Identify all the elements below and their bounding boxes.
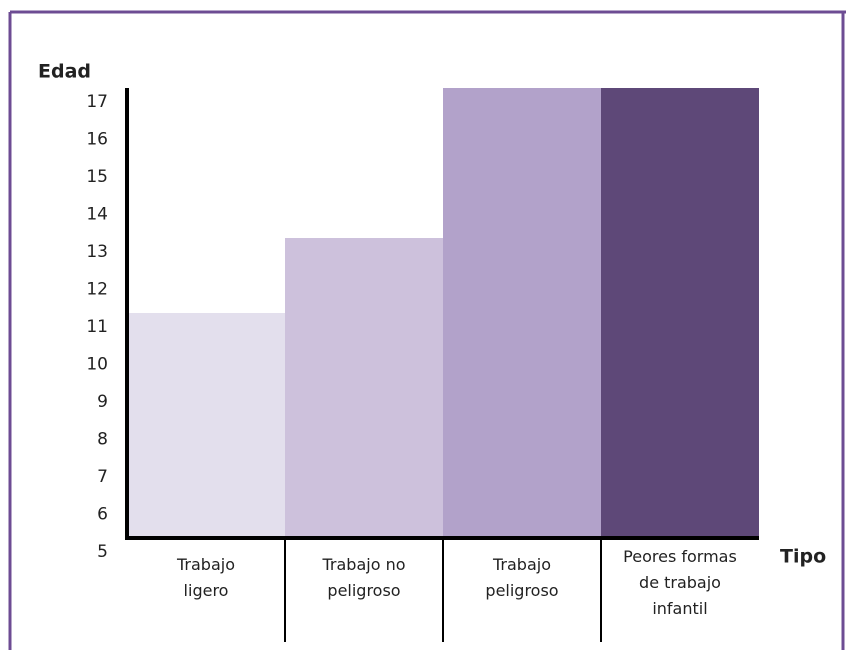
bar [443, 88, 601, 538]
y-tick-label: 9 [97, 392, 108, 412]
x-tick-label: Trabajo ligero [177, 555, 235, 600]
y-axis-title: Edad [38, 61, 91, 83]
x-tick-label: Trabajo peligroso [485, 555, 559, 600]
y-tick-label: 8 [97, 430, 108, 450]
x-tick-label: Peores formas de trabajo infantil [623, 547, 737, 618]
bar [285, 238, 443, 538]
y-tick-label: 12 [86, 280, 108, 300]
y-tick-label: 6 [97, 505, 108, 525]
y-tick-label: 5 [97, 542, 108, 562]
x-axis-title: Tipo [780, 546, 826, 568]
bar [127, 313, 285, 538]
y-tick-label: 10 [86, 355, 108, 375]
x-tick-label: Trabajo no peligroso [322, 555, 406, 600]
y-tick-label: 11 [86, 317, 108, 337]
y-tick-label: 15 [86, 167, 108, 187]
y-tick-label: 14 [86, 205, 108, 225]
y-tick-label: 17 [86, 92, 108, 112]
y-tick-label: 7 [97, 467, 108, 487]
bar [601, 88, 759, 538]
y-tick-label: 13 [86, 242, 108, 262]
y-tick-label: 16 [86, 130, 108, 150]
